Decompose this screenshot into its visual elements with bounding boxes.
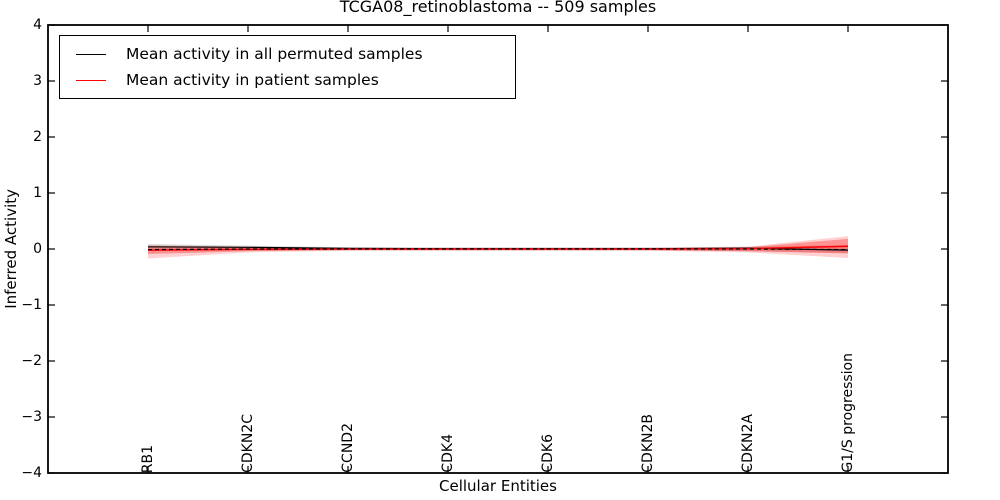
- chart-title: TCGA08_retinoblastoma -- 509 samples: [339, 0, 657, 16]
- x-tick-label: G1/S progression: [839, 353, 856, 473]
- y-tick-label: 1: [33, 185, 42, 201]
- legend-label-patient: Mean activity in patient samples: [126, 70, 379, 89]
- legend-label-permuted: Mean activity in all permuted samples: [126, 44, 423, 63]
- x-tick-label-wrap: CDKN2A: [739, 253, 757, 473]
- legend-box: Mean activity in all permuted samples Me…: [59, 35, 516, 99]
- x-tick-label: CDKN2C: [239, 414, 256, 473]
- x-tick-label: CDK4: [439, 434, 456, 473]
- patient-samples-std-inner-band: [148, 238, 848, 254]
- x-tick-label: CDKN2A: [739, 414, 756, 473]
- y-tick-label: 2: [33, 129, 42, 145]
- red-line-sample-icon: [76, 79, 106, 81]
- x-tick-label-wrap: CDK4: [439, 253, 457, 473]
- x-tick-label-wrap: CDKN2C: [239, 253, 257, 473]
- x-tick-label: CDK6: [539, 434, 556, 473]
- x-axis-label: Cellular Entities: [439, 477, 557, 495]
- legend-row-patient: Mean activity in patient samples: [76, 71, 515, 90]
- y-tick-label: 4: [33, 17, 42, 33]
- x-tick-label: CDKN2B: [639, 414, 656, 473]
- series-line-dashed: [147, 248, 849, 251]
- y-tick-label: −1: [21, 297, 42, 313]
- y-tick-label: −2: [21, 353, 42, 369]
- y-tick-label: −4: [21, 465, 42, 481]
- x-tick-label: RB1: [139, 444, 156, 473]
- black-line-sample-icon: [76, 53, 106, 55]
- y-tick-label: 3: [33, 73, 42, 89]
- x-tick-label-wrap: G1/S progression: [839, 253, 857, 473]
- y-tick-label: −3: [21, 409, 42, 425]
- y-tick-label: 0: [33, 241, 42, 257]
- x-tick-label-wrap: CDKN2B: [639, 253, 657, 473]
- legend-row-permuted: Mean activity in all permuted samples: [76, 45, 515, 64]
- x-tick-label: CCND2: [339, 423, 356, 473]
- x-tick-label-wrap: CDK6: [539, 253, 557, 473]
- x-tick-label-wrap: RB1: [139, 253, 157, 473]
- x-tick-label-wrap: CCND2: [339, 253, 357, 473]
